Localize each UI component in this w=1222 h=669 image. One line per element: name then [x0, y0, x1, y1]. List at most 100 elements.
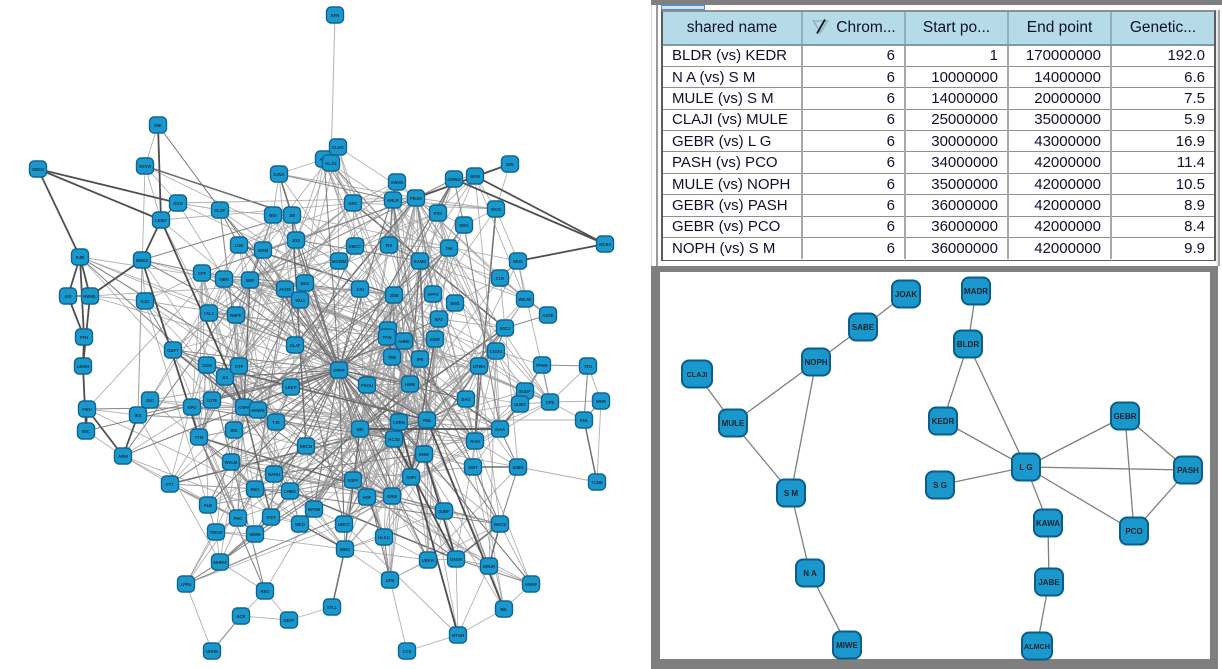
svg-text:UNCC: UNCC: [338, 522, 350, 527]
svg-text:MIS: MIS: [506, 162, 514, 167]
svg-text:UIMG: UIMG: [513, 465, 524, 470]
svg-text:MIWE: MIWE: [836, 641, 858, 650]
svg-text:MNKS: MNKS: [136, 258, 149, 263]
svg-text:LHBG: LHBG: [284, 489, 296, 494]
svg-text:HMM: HMM: [405, 382, 416, 387]
svg-text:HOF: HOF: [363, 495, 372, 500]
svg-text:HHWN: HHWN: [251, 408, 264, 413]
svg-text:HLCU: HLCU: [378, 535, 390, 540]
svg-text:FFH: FFH: [80, 335, 88, 340]
svg-text:MMU: MMU: [340, 547, 350, 552]
svg-text:WEJW: WEJW: [518, 297, 531, 302]
svg-text:REO: REO: [260, 589, 270, 594]
svg-text:JUC: JUC: [146, 398, 154, 403]
svg-text:LEWH: LEWH: [77, 364, 89, 369]
svg-text:KRC: KRC: [348, 201, 357, 206]
svg-text:SJNA: SJNA: [273, 172, 284, 177]
svg-text:WKD: WKD: [295, 522, 305, 527]
svg-text:GTP: GTP: [235, 364, 244, 369]
svg-text:DAG: DAG: [461, 397, 470, 402]
svg-text:UUBS: UUBS: [514, 402, 526, 407]
svg-text:IFR: IFR: [417, 357, 424, 362]
svg-text:MULE: MULE: [722, 419, 745, 428]
svg-text:BAT: BAT: [435, 317, 444, 322]
svg-text:IWC: IWC: [82, 429, 90, 434]
svg-text:CCS: CCS: [403, 649, 412, 654]
svg-text:APFS: APFS: [427, 292, 438, 297]
svg-text:SKSW: SKSW: [139, 164, 152, 169]
svg-text:JOAK: JOAK: [895, 290, 917, 299]
svg-text:OLJP: OLJP: [290, 343, 301, 348]
svg-text:OEEN: OEEN: [32, 167, 44, 172]
svg-text:GGU: GGU: [173, 201, 183, 206]
svg-text:PCO: PCO: [1125, 527, 1142, 536]
svg-text:GBUR: GBUR: [483, 564, 495, 569]
svg-text:HWAF: HWAF: [525, 582, 538, 587]
svg-text:AIG: AIG: [64, 294, 71, 299]
svg-text:WUJ: WUJ: [295, 298, 305, 303]
svg-text:WELM: WELM: [225, 460, 238, 465]
svg-text:NDG: NDG: [459, 223, 468, 228]
svg-text:CGOU: CGOU: [490, 349, 503, 354]
svg-text:BLDR: BLDR: [957, 340, 979, 349]
svg-text:TTM: TTM: [195, 435, 204, 440]
svg-text:TFW: TFW: [382, 335, 391, 340]
svg-text:JOM: JOM: [389, 293, 399, 298]
svg-text:WUC: WUC: [513, 259, 523, 264]
svg-text:WSM: WSM: [258, 248, 269, 253]
svg-text:JIE: JIE: [289, 213, 295, 218]
svg-text:TEB: TEB: [388, 355, 396, 360]
svg-text:KNL: KNL: [580, 418, 589, 423]
svg-text:LBRN: LBRN: [393, 420, 405, 425]
svg-text:IES: IES: [135, 413, 142, 418]
svg-text:BSI: BSI: [231, 428, 238, 433]
svg-text:TWCR: TWCR: [210, 530, 223, 535]
svg-text:ASSE: ASSE: [542, 313, 554, 318]
svg-text:UTWA: UTWA: [473, 364, 485, 369]
svg-text:MOWM: MOWM: [332, 259, 347, 264]
svg-text:UDHN: UDHN: [206, 649, 218, 654]
svg-text:NEI: NEI: [357, 427, 364, 432]
svg-text:PLB: PLB: [204, 503, 212, 508]
svg-text:LEWF: LEWF: [155, 218, 167, 223]
svg-text:JJU: JJU: [356, 287, 364, 292]
svg-text:S M: S M: [784, 489, 799, 498]
svg-text:KPO: KPO: [187, 405, 197, 410]
svg-text:DLSP: DLSP: [214, 208, 225, 213]
svg-text:RRCM: RRCM: [300, 444, 313, 449]
svg-text:IML: IML: [500, 607, 508, 612]
svg-text:KAMD: KAMD: [414, 259, 427, 264]
svg-text:PFHN: PFHN: [536, 363, 547, 368]
svg-text:OHWU: OHWU: [447, 177, 460, 182]
svg-text:CLAJI: CLAJI: [687, 370, 708, 379]
svg-text:AKOE: AKOE: [279, 287, 291, 292]
svg-text:FTT: FTT: [166, 482, 174, 487]
svg-text:ITST: ITST: [266, 515, 276, 520]
svg-text:JCI: JCI: [222, 375, 229, 380]
svg-text:SIEF: SIEF: [245, 278, 255, 283]
svg-text:N A: N A: [803, 569, 817, 578]
svg-text:LOD: LOD: [235, 243, 244, 248]
svg-text:L G: L G: [1019, 463, 1032, 472]
svg-text:KNFA: KNFA: [238, 405, 249, 410]
svg-text:LPPU: LPPU: [180, 582, 191, 587]
svg-text:PBJW: PBJW: [410, 196, 422, 201]
svg-text:JABE: JABE: [1038, 578, 1060, 587]
svg-text:FSS: FSS: [434, 211, 442, 216]
svg-text:NOPH: NOPH: [804, 358, 827, 367]
svg-text:EWR: EWR: [430, 337, 440, 342]
svg-text:MTGR: MTGR: [452, 633, 464, 638]
svg-text:EKU: EKU: [301, 281, 310, 286]
svg-text:DPPP: DPPP: [333, 368, 345, 373]
svg-text:KBCC: KBCC: [349, 244, 361, 249]
svg-text:S G: S G: [933, 481, 947, 490]
svg-text:WCG: WCG: [491, 207, 501, 212]
svg-text:SOW: SOW: [202, 363, 212, 368]
svg-text:PML: PML: [423, 418, 432, 423]
svg-text:SSPI: SSPI: [406, 475, 416, 480]
svg-text:RFN: RFN: [331, 13, 340, 18]
svg-text:CFF: CFF: [198, 271, 207, 276]
svg-text:WACE: WACE: [494, 522, 507, 527]
svg-text:TFU: TFU: [584, 364, 592, 369]
svg-text:REO: REO: [250, 487, 260, 492]
